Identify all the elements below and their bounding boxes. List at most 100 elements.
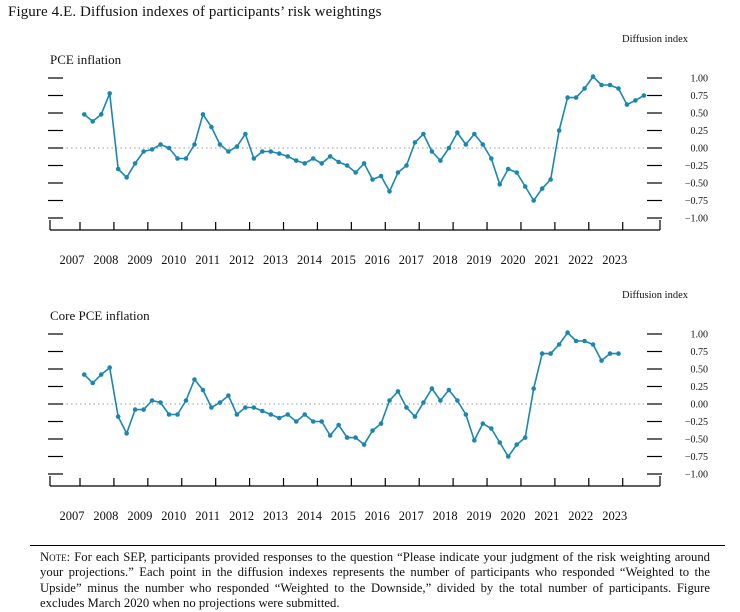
data-point — [149, 147, 155, 152]
data-point — [327, 154, 333, 159]
y-tick-label: 0.25 — [691, 382, 709, 393]
data-point — [429, 386, 435, 391]
data-point — [209, 405, 214, 410]
data-point — [582, 338, 587, 344]
x-tick-label: 2012 — [229, 509, 254, 523]
x-tick-label: 2017 — [399, 509, 424, 523]
data-point — [217, 142, 223, 147]
x-tick-label: 2013 — [263, 509, 288, 523]
data-point — [548, 177, 553, 182]
data-point — [480, 142, 486, 147]
x-tick-label: 2011 — [195, 509, 220, 523]
data-point — [370, 177, 375, 182]
data-point — [90, 119, 96, 124]
data-point — [251, 405, 257, 410]
y-tick-label: 0.75 — [691, 347, 709, 358]
data-point — [327, 433, 333, 438]
data-point — [115, 166, 121, 172]
data-point — [183, 398, 189, 403]
data-point — [243, 405, 248, 410]
data-point — [378, 173, 384, 179]
data-point — [175, 412, 180, 417]
y-tick-label: 0.50 — [691, 109, 709, 120]
x-tick-label: 2021 — [534, 509, 559, 523]
chart-panel-core-pce: 1.00 0.75 0.50 0.25 0.00 −0.25 −0.50 −0.75 −1.00… — [0, 290, 740, 530]
y-tick-label: −0.25 — [685, 417, 708, 428]
data-point — [243, 131, 248, 137]
chart-title-core-pce: Core PCE inflation — [50, 308, 150, 323]
data-point — [378, 421, 384, 426]
x-tick-label: 2012 — [229, 253, 254, 267]
data-point — [310, 156, 316, 161]
data-point — [200, 387, 206, 393]
data-point — [514, 170, 520, 175]
data-point — [149, 398, 155, 403]
data-point — [412, 140, 418, 145]
data-point — [132, 407, 138, 412]
data-point — [539, 351, 545, 356]
pce-chart-svg: 1.00 0.75 0.50 0.25 0.00 −0.25 −0.50 −0.75 −1.00… — [48, 74, 709, 267]
data-point — [488, 426, 494, 431]
data-point — [624, 102, 630, 107]
data-point — [429, 149, 435, 154]
data-point — [556, 128, 562, 133]
data-point — [395, 170, 401, 175]
data-point — [353, 435, 358, 440]
x-tick-label: 2021 — [534, 253, 559, 267]
data-point — [192, 142, 197, 147]
data-point — [497, 440, 503, 445]
data-point — [412, 414, 418, 419]
data-point — [107, 365, 112, 370]
x-tick-label: 2022 — [568, 253, 593, 267]
x-tick-label: 2019 — [467, 253, 492, 267]
data-point — [81, 372, 87, 377]
y-tick-label: −0.75 — [685, 452, 708, 463]
data-point — [293, 158, 299, 163]
y-tick-label: −0.50 — [685, 179, 708, 190]
data-point — [438, 398, 443, 403]
data-point — [641, 93, 647, 98]
x-tick-label: 2010 — [161, 509, 186, 523]
data-point — [573, 338, 579, 344]
data-point — [90, 380, 96, 386]
x-tick-label: 2008 — [93, 253, 118, 267]
data-point — [192, 377, 197, 382]
data-point — [505, 454, 511, 459]
data-point — [276, 151, 282, 156]
axis-title-core-pce: Diffusion index — [621, 290, 688, 301]
data-point — [599, 82, 604, 88]
x-tick-label: 2017 — [399, 253, 424, 267]
data-point — [463, 142, 469, 147]
data-point — [633, 98, 638, 103]
data-point — [446, 145, 452, 151]
data-point — [132, 161, 138, 166]
core-pce-chart-svg: 1.00 0.75 0.50 0.25 0.00 −0.25 −0.50 −0.75 −1.00… — [48, 330, 709, 523]
data-point — [480, 421, 486, 426]
data-point — [522, 435, 528, 440]
data-point — [497, 182, 503, 187]
x-tick-label: 2016 — [365, 509, 390, 523]
data-point — [353, 170, 358, 175]
data-point — [556, 342, 562, 347]
y-tick-label: 1.00 — [691, 330, 709, 341]
data-point — [531, 198, 536, 203]
data-point — [226, 393, 231, 398]
y-tick-label: −0.50 — [685, 435, 708, 446]
data-point — [573, 95, 579, 100]
note-label: Note: — [40, 550, 71, 564]
data-point — [124, 175, 129, 180]
data-point — [166, 145, 172, 151]
data-point — [455, 398, 460, 403]
data-point — [565, 330, 570, 335]
data-point — [361, 161, 367, 166]
data-point — [268, 412, 274, 417]
data-point — [472, 131, 477, 137]
x-tick-label: 2013 — [263, 253, 288, 267]
data-point — [310, 419, 316, 424]
data-point — [285, 412, 291, 417]
figure-title: Figure 4.E. Diffusion indexes of partici… — [8, 4, 382, 20]
y-tick-label: −0.75 — [685, 196, 708, 207]
data-point — [505, 166, 511, 172]
x-tick-label: 2009 — [127, 509, 152, 523]
data-point — [616, 351, 621, 356]
